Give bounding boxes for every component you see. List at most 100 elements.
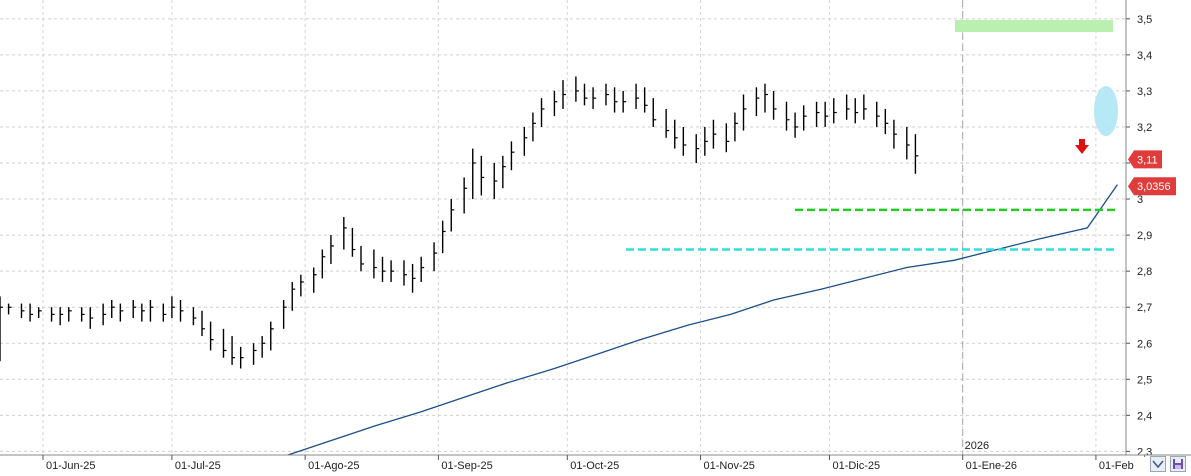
ohlc-bar bbox=[192, 307, 197, 326]
ohlc-series bbox=[0, 76, 919, 369]
ohlc-bar bbox=[321, 249, 326, 279]
ohlc-bar bbox=[270, 321, 274, 351]
ohlc-bar bbox=[575, 76, 579, 102]
ohlc-bar bbox=[755, 87, 760, 117]
ohlc-bar bbox=[742, 94, 747, 131]
ohlc-bar bbox=[884, 108, 889, 135]
moving-average-line bbox=[287, 184, 1118, 456]
ohlc-bar bbox=[613, 87, 618, 113]
ohlc-bar bbox=[381, 256, 386, 282]
ohlc-bar bbox=[734, 112, 738, 142]
resistance-band bbox=[955, 20, 1113, 33]
x-tick-label: 01-Ene-26 bbox=[966, 460, 1017, 472]
ohlc-bar bbox=[863, 94, 867, 120]
ohlc-bar bbox=[149, 299, 154, 322]
ohlc-bar bbox=[313, 267, 317, 293]
ohlc-bar bbox=[725, 123, 730, 153]
ohlc-bar bbox=[7, 303, 12, 315]
ohlc-bar bbox=[411, 263, 416, 293]
ohlc-bar bbox=[80, 307, 85, 322]
annotation-markers bbox=[626, 139, 1118, 251]
ohlc-bar bbox=[665, 108, 670, 138]
ohlc-bar bbox=[201, 310, 205, 337]
ohlc-bar bbox=[463, 177, 468, 214]
y-tick-label: 2,8 bbox=[1137, 266, 1152, 278]
ohlc-bar bbox=[772, 90, 777, 120]
ohlc-bar bbox=[403, 260, 407, 286]
ohlc-bar bbox=[695, 134, 700, 164]
ohlc-bar bbox=[854, 98, 859, 124]
save-icon bbox=[1173, 459, 1183, 469]
x-tick-label: 01-Feb bbox=[1099, 460, 1134, 472]
ohlc-bar bbox=[282, 299, 287, 329]
ohlc-bar bbox=[29, 303, 34, 322]
ohlc-bar bbox=[682, 126, 687, 156]
down-arrow-icon bbox=[1075, 139, 1089, 154]
ohlc-bar bbox=[635, 83, 640, 109]
ohlc-bar bbox=[179, 299, 184, 322]
y-tick-label: 2,6 bbox=[1137, 338, 1152, 350]
grid-lines bbox=[0, 0, 1126, 455]
ohlc-bar bbox=[37, 307, 42, 319]
ohlc-bar bbox=[510, 141, 515, 171]
x-tick-label: 01-Ago-25 bbox=[308, 460, 359, 472]
ohlc-bar bbox=[540, 98, 545, 127]
ohlc-bar bbox=[876, 101, 880, 127]
highlight-ellipse bbox=[1094, 86, 1118, 136]
ohlc-bar bbox=[351, 227, 356, 257]
ohlc-bar bbox=[785, 101, 790, 131]
y-tick-label: 2,7 bbox=[1137, 302, 1152, 314]
x-tick-label: 01-Jun-25 bbox=[46, 460, 96, 472]
ohlc-bar bbox=[712, 119, 717, 149]
ohlc-bar bbox=[833, 98, 837, 124]
ohlc-bar bbox=[209, 321, 214, 351]
ohlc-bar bbox=[239, 346, 244, 369]
x-axis: 01-Jun-25 01-Jul-25 01-Ago-25 01-Sep-25 01-O… bbox=[0, 454, 1191, 472]
ohlc-bar bbox=[523, 126, 528, 156]
ohlc-bar bbox=[433, 242, 438, 272]
annotation-layer bbox=[955, 20, 1118, 136]
ohlc-bar bbox=[674, 119, 678, 149]
zoom-button[interactable] bbox=[1150, 456, 1166, 472]
ohlc-bar bbox=[20, 303, 25, 319]
y-tick-label: 3,2 bbox=[1137, 122, 1152, 134]
ohlc-bar bbox=[643, 87, 648, 113]
ohlc-bar bbox=[652, 98, 657, 127]
ohlc-bar bbox=[906, 126, 910, 160]
ohlc-bar bbox=[441, 220, 446, 254]
price-badge-label: 3,11 bbox=[1137, 154, 1158, 166]
ohlc-bar bbox=[815, 101, 820, 127]
ohlc-bar bbox=[111, 299, 115, 319]
ohlc-bar bbox=[162, 303, 167, 322]
x-tick-label: 01-Jul-25 bbox=[175, 460, 221, 472]
ohlc-bar bbox=[480, 155, 485, 196]
save-button[interactable] bbox=[1170, 456, 1186, 472]
ohlc-bar bbox=[50, 307, 55, 322]
ohlc-bar bbox=[261, 336, 266, 358]
ohlc-bar bbox=[914, 134, 919, 174]
ohlc-bar bbox=[532, 112, 536, 142]
ohlc-bar bbox=[360, 245, 365, 272]
ohlc-bar bbox=[605, 83, 609, 106]
price-badge-bg bbox=[1128, 150, 1162, 169]
ohlc-bar bbox=[704, 126, 708, 156]
year-divider: 2026 bbox=[962, 0, 989, 455]
ohlc-bar bbox=[390, 260, 395, 282]
ohlc-bar bbox=[622, 90, 627, 113]
ohlc-bar bbox=[119, 303, 124, 322]
ohlc-bar bbox=[562, 80, 566, 109]
price-badge-bg bbox=[1128, 177, 1176, 196]
y-tick-label: 3 bbox=[1137, 194, 1143, 206]
ohlc-bar bbox=[794, 112, 799, 138]
moving-average-series bbox=[287, 184, 1118, 456]
x-tick-label: 01-Sep-25 bbox=[441, 460, 492, 472]
x-tick-label: 01-Oct-25 bbox=[570, 460, 619, 472]
y-tick-label: 3,5 bbox=[1137, 14, 1152, 26]
zoom-icon bbox=[1152, 460, 1164, 469]
y-tick-label: 2,5 bbox=[1137, 374, 1152, 386]
x-tick-label: 01-Dic-25 bbox=[832, 460, 880, 472]
ohlc-bar bbox=[764, 83, 768, 113]
ohlc-bar bbox=[171, 296, 175, 319]
ohlc-bar bbox=[493, 163, 498, 200]
